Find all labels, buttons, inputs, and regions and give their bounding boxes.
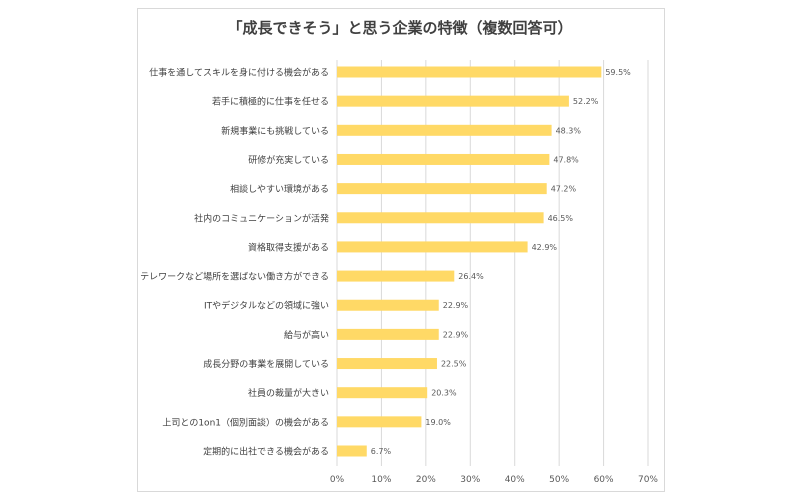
category-label: ITやデジタルなどの領域に強い bbox=[204, 300, 329, 312]
category-label: 定期的に出社できる機会がある bbox=[203, 446, 329, 458]
data-label: 47.2% bbox=[551, 185, 577, 194]
data-label: 26.4% bbox=[458, 272, 484, 281]
x-tick-label: 70% bbox=[638, 475, 658, 485]
bar bbox=[337, 183, 547, 195]
bar bbox=[337, 387, 428, 399]
x-tick-label: 40% bbox=[505, 475, 525, 485]
bar bbox=[337, 299, 439, 311]
data-label: 47.8% bbox=[553, 155, 579, 164]
data-label: 19.0% bbox=[425, 418, 451, 427]
bar bbox=[337, 124, 552, 136]
bar bbox=[337, 358, 437, 370]
bar bbox=[337, 270, 455, 282]
category-label: 社内のコミュニケーションが活発 bbox=[194, 212, 329, 224]
data-label: 6.7% bbox=[371, 447, 392, 456]
data-label: 52.2% bbox=[573, 97, 599, 106]
data-label: 42.9% bbox=[532, 243, 558, 252]
x-tick-label: 60% bbox=[594, 475, 614, 485]
x-tick-label: 0% bbox=[330, 475, 345, 485]
data-label: 48.3% bbox=[556, 126, 582, 135]
bar bbox=[337, 328, 439, 340]
bar bbox=[337, 153, 550, 165]
bar bbox=[337, 241, 528, 253]
category-label: 若手に積極的に仕事を任せる bbox=[212, 96, 329, 108]
category-label: 成長分野の事業を展開している bbox=[203, 358, 329, 370]
category-label: 研修が充実している bbox=[248, 154, 329, 166]
x-tick-label: 50% bbox=[549, 475, 569, 485]
bar bbox=[337, 416, 422, 428]
category-label: 相談しやすい環境がある bbox=[230, 183, 329, 195]
x-tick-label: 20% bbox=[416, 475, 436, 485]
data-label: 22.9% bbox=[443, 330, 469, 339]
bar bbox=[337, 95, 569, 107]
category-label: 上司との1on1（個別面談）の機会がある bbox=[162, 416, 329, 428]
chart-title: 「成長できそう」と思う企業の特徴（複数回答可） bbox=[227, 19, 573, 37]
bar bbox=[337, 66, 602, 78]
data-label: 59.5% bbox=[605, 68, 631, 77]
category-label: 資格取得支援がある bbox=[248, 241, 329, 253]
data-label: 46.5% bbox=[548, 214, 574, 223]
data-label: 20.3% bbox=[431, 389, 457, 398]
bar bbox=[337, 212, 544, 224]
category-label: 給与が高い bbox=[284, 329, 329, 341]
category-label: テレワークなど場所を選ばない働き方ができる bbox=[140, 271, 329, 283]
bar bbox=[337, 445, 367, 457]
data-label: 22.5% bbox=[441, 360, 467, 369]
category-label: 新規事業にも挑戦している bbox=[221, 125, 329, 137]
category-label: 仕事を通してスキルを身に付ける機会がある bbox=[149, 67, 329, 79]
category-label: 社員の裁量が大きい bbox=[248, 387, 329, 399]
x-tick-label: 30% bbox=[460, 475, 480, 485]
x-tick-label: 10% bbox=[371, 475, 391, 485]
data-label: 22.9% bbox=[443, 301, 469, 310]
